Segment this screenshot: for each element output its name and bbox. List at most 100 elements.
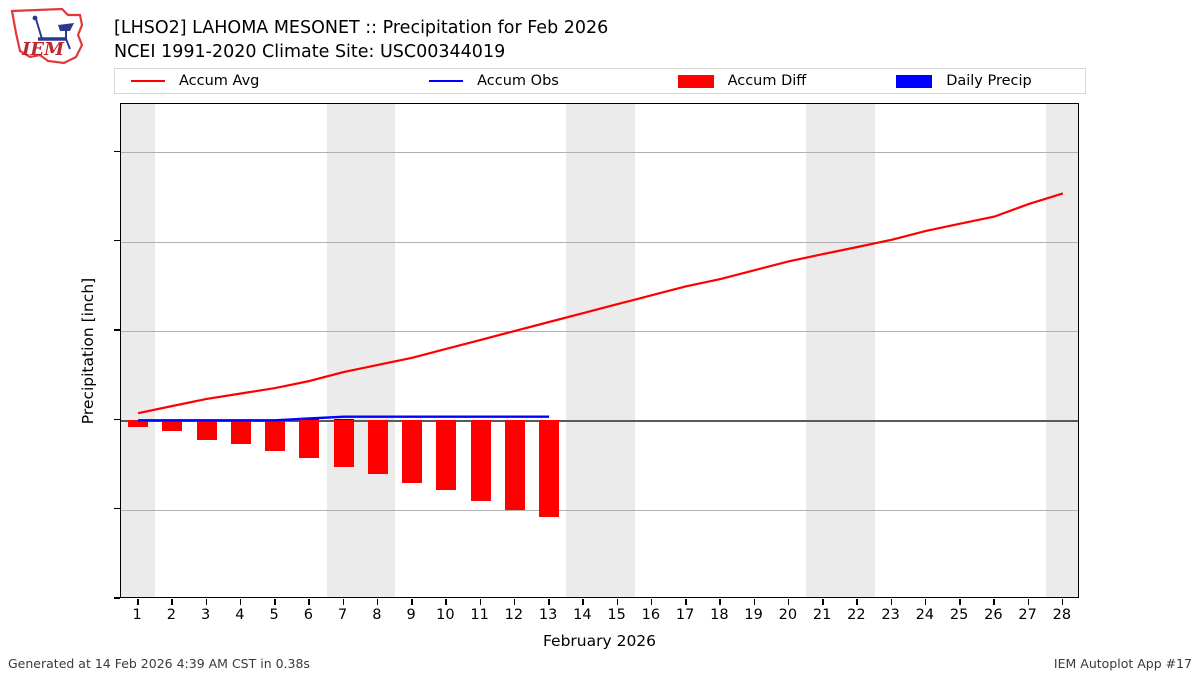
x-axis-tick-mark [993,599,995,605]
x-axis-tick-label: 28 [1052,607,1072,623]
legend-label-accum-diff: Accum Diff [727,73,807,89]
x-axis-tick-mark [548,599,550,605]
accum-diff-bar [333,420,354,467]
x-axis-tick-label: 24 [915,607,935,623]
x-axis-tick-label: 5 [269,607,279,623]
x-axis-tick-label: 7 [338,607,348,623]
x-axis-tick-mark [274,599,276,605]
y-axis-tick-mark [114,507,120,510]
x-axis-tick-label: 9 [406,607,416,623]
x-axis-tick-mark [787,599,790,605]
x-axis-tick-label: 6 [303,607,313,623]
legend-swatch-daily-precip-icon [896,74,933,88]
accum-diff-bar [230,420,251,444]
x-axis-tick-label: 17 [675,607,695,623]
x-axis-tick-label: 25 [949,607,969,623]
x-axis-tick-mark [1061,599,1064,605]
accum-diff-bar [162,420,183,432]
x-axis-tick-mark [650,599,653,605]
gridline [121,509,1078,511]
x-axis-tick-mark [205,599,208,605]
legend-label-accum-obs: Accum Obs [477,73,559,89]
x-axis-tick-mark [513,599,516,605]
weekend-band [806,104,875,597]
accum-diff-bar [265,420,286,451]
accum-diff-bar [367,420,388,474]
x-axis-tick-mark [239,599,242,605]
x-axis-tick-label: 11 [470,607,489,623]
x-axis-tick-mark [924,599,927,605]
plot-frame [120,103,1079,598]
y-axis-tick-mark [114,418,120,420]
chart-legend: Accum Avg Accum Obs Accum Diff Daily Pre… [114,68,1086,94]
series-lines [137,192,1064,422]
legend-line-accum-obs-icon [429,80,464,82]
x-axis-tick-mark [342,599,345,605]
legend-item-daily-precip[interactable]: Daily Precip [896,69,1085,93]
gridline [121,241,1078,243]
y-axis-label: Precipitation [inch] [79,277,97,424]
x-axis-tick-mark [890,599,893,605]
weekend-band [326,104,395,597]
x-axis-tick-mark [137,599,139,605]
x-axis-tick-mark [856,599,858,605]
weekend-band [566,104,635,597]
accum-diff-bar [539,420,560,517]
x-axis-tick-mark [719,599,721,605]
x-axis-tick-mark [1027,599,1030,605]
gridline [121,152,1078,154]
x-axis-tick-mark [376,599,379,605]
legend-item-accum-diff[interactable]: Accum Diff [677,69,897,93]
plot-area: Precipitation [inch] 1.51.00.50.0−0.5−1.… [79,103,1079,599]
x-axis-tick-mark [308,599,310,605]
legend-label-daily-precip: Daily Precip [946,73,1032,89]
chart-title: [LHSO2] LAHOMA MESONET :: Precipitation … [114,18,609,38]
daily-precip-bar [333,418,354,421]
legend-line-accum-avg-icon [131,80,165,82]
x-axis-tick-label: 16 [641,607,661,623]
x-axis-tick-label: 10 [436,607,455,623]
x-axis-tick-mark [616,599,619,605]
iem-logo-icon[interactable]: IEM [6,5,90,67]
y-axis-tick-mark [114,597,120,599]
svg-text:IEM: IEM [21,39,65,60]
y-axis-tick-mark [114,239,120,242]
accum-diff-bar [299,420,320,458]
x-axis-tick-mark [822,599,824,605]
x-axis-tick-mark [445,599,447,605]
x-axis-tick-label: 4 [235,607,245,623]
weekend-band [121,104,156,597]
x-axis-tick-label: 12 [504,607,524,623]
accum-diff-bar [128,420,149,428]
x-axis-tick-label: 3 [201,607,211,623]
x-axis-tick-mark [582,599,584,605]
legend-item-accum-avg[interactable]: Accum Avg [115,69,429,93]
gridline [121,330,1078,332]
chart-subtitle: NCEI 1991-2020 Climate Site: USC00344019 [114,42,506,62]
x-axis-tick-label: 15 [607,607,626,623]
x-axis-tick-label: 20 [778,607,798,623]
x-axis-tick-label: 21 [812,607,832,623]
x-axis-tick-label: 27 [1018,607,1037,623]
x-axis-tick-label: 2 [166,607,176,623]
x-axis: 1 2 3 4 5 6 7 8 9 10 11 12 13 14 15 16 17 18 19 20 21 22 23 24 2… [120,599,1079,639]
accum-diff-bar [402,420,423,483]
legend-item-accum-obs[interactable]: Accum Obs [429,69,677,93]
legend-label-accum-avg: Accum Avg [179,73,260,89]
x-axis-tick-label: 8 [372,607,382,623]
x-axis-tick-label: 26 [984,607,1003,623]
x-axis-tick-mark [685,599,687,605]
x-axis-tick-label: 13 [538,607,558,623]
accum-diff-bar [196,420,217,440]
zero-line [121,420,1078,422]
x-axis-tick-mark [959,599,961,605]
x-axis-label: February 2026 [542,632,657,650]
y-axis-tick-mark [114,150,120,152]
x-axis-tick-mark [411,599,413,605]
generated-timestamp: Generated at 14 Feb 2026 4:39 AM CST in … [8,656,310,671]
x-axis-tick-label: 22 [847,607,866,623]
x-axis-tick-mark [753,599,756,605]
x-axis-tick-label: 23 [881,607,900,623]
x-axis-tick-label: 18 [710,607,729,623]
